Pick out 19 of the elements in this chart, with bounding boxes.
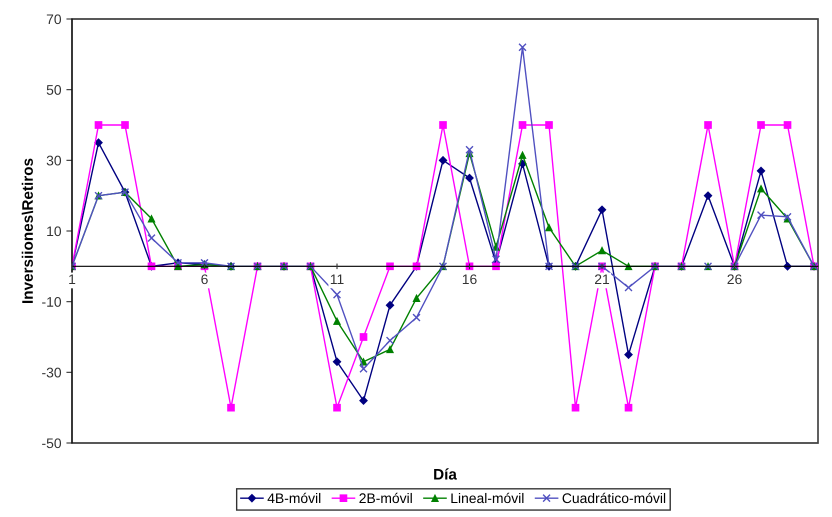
legend-label: 4B-móvil [268,492,320,504]
y-tick-label: -30 [42,368,62,378]
y-tick-label: 10 [47,226,62,236]
y-tick-label: 50 [46,85,62,95]
legend-label: Cuadrático-móvil [562,492,666,504]
y-tick-label: 30 [46,156,62,166]
y-tick-label: 70 [46,14,62,24]
legend-label: 2B-móvil [359,492,412,504]
x-axis-title: Día [434,468,457,480]
x-tick-label: 26 [727,274,742,284]
x-tick-label: 16 [462,274,477,284]
y-tick-label: -50 [42,438,62,448]
x-tick-label: 21 [594,274,610,284]
x-tick-label: 6 [201,274,208,284]
y-axis-title: Inversiiones\Retiros [22,158,34,303]
legend-label: Lineal-móvil [451,492,524,504]
x-tick-label: 1 [69,274,76,284]
x-tick-label: 11 [330,274,344,284]
y-tick-label: -10 [42,297,62,307]
